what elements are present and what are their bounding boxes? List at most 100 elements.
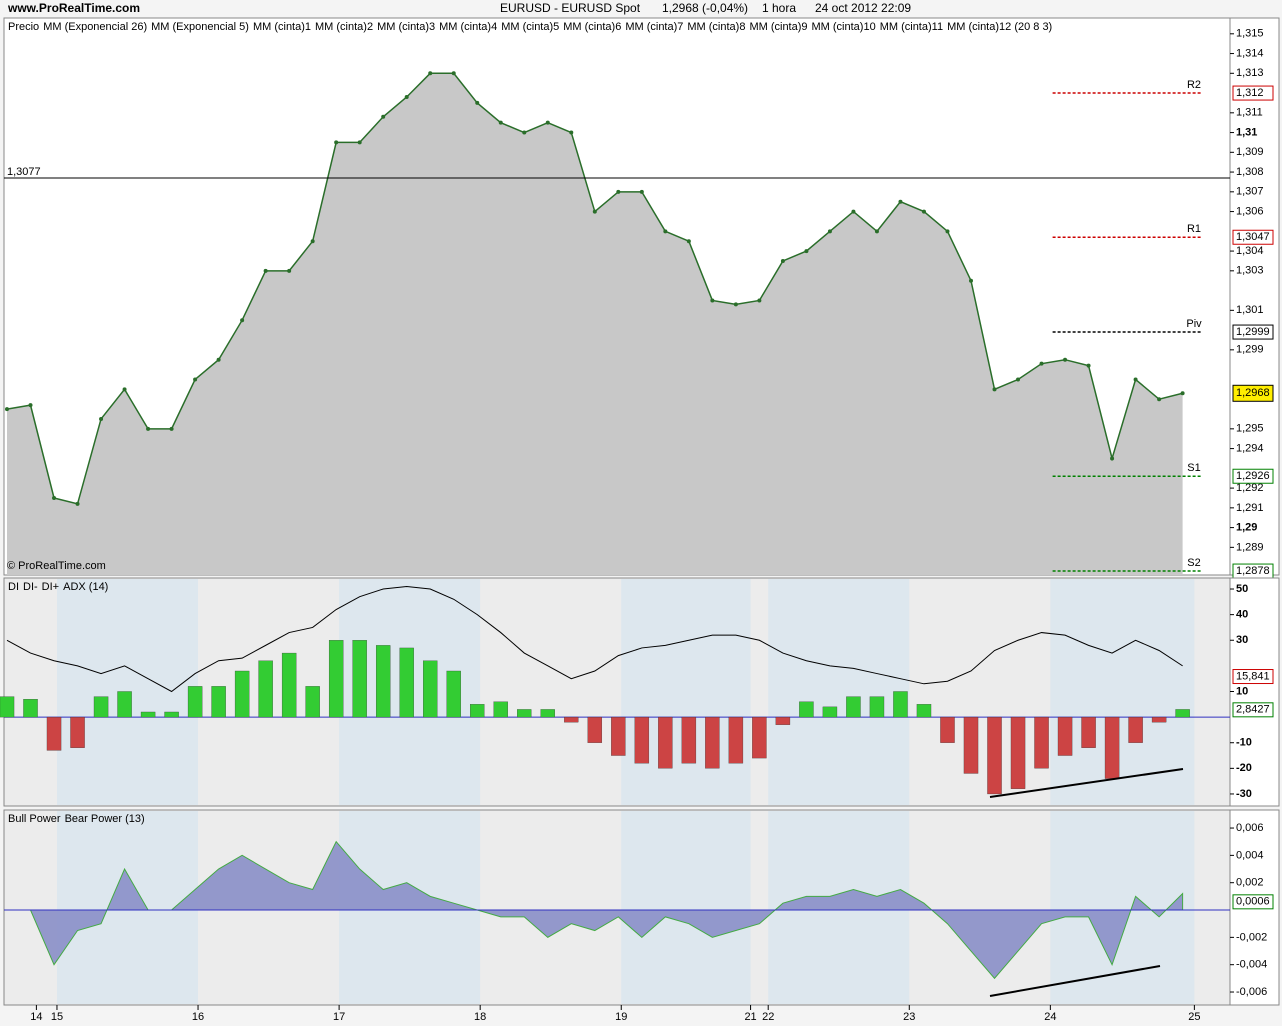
legend-item: MM (cinta)6 <box>563 21 621 33</box>
price-point <box>428 71 433 76</box>
price-point <box>710 298 715 303</box>
y-tick-label: 1,307 <box>1236 186 1264 198</box>
di-bar <box>540 709 555 718</box>
price-point <box>1133 377 1138 382</box>
legend-item: DI+ <box>42 581 59 593</box>
di-bar <box>117 691 132 718</box>
price-point <box>122 387 127 392</box>
price-point <box>75 501 80 506</box>
pivot-name: Piv <box>1186 318 1202 330</box>
price-point <box>1016 377 1021 382</box>
price-point <box>969 278 973 283</box>
price-point <box>1063 357 1068 362</box>
y-tick-label: -10 <box>1236 737 1252 749</box>
di-bar <box>375 645 391 718</box>
price-point <box>334 140 339 145</box>
x-tick-label: 14 <box>30 1011 42 1023</box>
legend-item: Bull Power <box>8 813 61 825</box>
price-point <box>1086 363 1091 368</box>
price-point <box>545 120 550 125</box>
di-bar <box>963 716 979 774</box>
y-tick-label: 1,311 <box>1236 107 1263 119</box>
di-bar <box>328 640 344 718</box>
period: 1 hora <box>762 1 796 15</box>
y-tick-label: 1,304 <box>1236 245 1264 257</box>
di-bar <box>916 704 932 718</box>
y-tick-label: 1,301 <box>1236 304 1264 316</box>
price-point <box>733 302 738 307</box>
site: www.ProRealTime.com <box>7 1 140 15</box>
value-badge <box>1232 702 1274 718</box>
price-point <box>874 229 879 234</box>
legend-item: MM (cinta)12 (20 8 3) <box>947 21 1052 33</box>
y-tick-label: 30 <box>1236 634 1248 646</box>
axis-area <box>1229 577 1280 807</box>
y-tick-label: 0,004 <box>1236 849 1264 861</box>
pivot-badge <box>1232 229 1274 245</box>
di-bar <box>799 701 814 718</box>
price-point <box>146 426 151 431</box>
di-bar <box>470 704 485 718</box>
pivot-name: S2 <box>1187 557 1200 569</box>
value-badge-label: 0,0006 <box>1236 896 1270 908</box>
price-point <box>921 209 926 214</box>
y-tick-label: -0,004 <box>1236 959 1267 971</box>
di-bar <box>211 686 226 718</box>
y-tick-label: 1,31 <box>1236 126 1257 138</box>
di-bar <box>399 647 414 718</box>
price-point <box>569 130 574 135</box>
price-point <box>851 209 856 214</box>
price-point <box>287 268 292 273</box>
di-bar <box>258 660 273 718</box>
current-badge <box>1232 384 1274 402</box>
legend-item: DI <box>8 581 19 593</box>
reference-label: 1,3077 <box>7 166 41 178</box>
y-tick-label: -0,002 <box>1236 931 1267 943</box>
legend-item: MM (cinta)11 <box>880 21 943 33</box>
price-point <box>757 298 762 303</box>
di-bar <box>234 670 250 718</box>
legend-item: MM (Exponencial 26) <box>43 21 147 33</box>
legend-item: MM (cinta)10 <box>812 21 876 33</box>
di-bar <box>281 652 297 718</box>
instrument: EURUSD - EURUSD Spot <box>500 1 641 15</box>
di-bar <box>940 716 955 743</box>
di-bar <box>305 686 320 718</box>
pivot-badge <box>1232 324 1274 340</box>
price-point <box>522 130 527 135</box>
di-bar <box>0 696 15 718</box>
price-point <box>1180 391 1185 396</box>
y-tick-label: 50 <box>1236 583 1248 595</box>
y-tick-label: 1,292 <box>1236 482 1264 494</box>
price-point <box>639 189 644 194</box>
price-area <box>7 73 1183 575</box>
y-tick-label: 1,308 <box>1236 166 1264 178</box>
price-point <box>193 377 198 382</box>
y-tick-label: 1,294 <box>1236 442 1264 454</box>
y-tick-label: 1,29 <box>1236 522 1257 534</box>
price-point <box>240 318 245 323</box>
legend-item: Precio <box>8 21 39 33</box>
pivot-name: S1 <box>1187 462 1200 474</box>
legend-item: MM (cinta)4 <box>439 21 497 33</box>
price-point <box>898 199 903 204</box>
price-point <box>592 209 597 214</box>
di-bar <box>587 716 603 743</box>
price-point <box>381 114 386 119</box>
di-bar <box>611 716 626 756</box>
y-tick-label: 1,299 <box>1236 344 1264 356</box>
legend-item: MM (cinta)8 <box>687 21 745 33</box>
di-bar <box>1128 716 1143 743</box>
di-bar <box>23 699 38 718</box>
y-tick-label: -20 <box>1236 762 1252 774</box>
price-point <box>804 249 809 254</box>
divergence-line <box>989 768 1184 798</box>
x-tick-label: 18 <box>474 1011 486 1023</box>
x-tick-label: 22 <box>762 1011 774 1023</box>
value-badge-label: 2,8427 <box>1236 704 1270 716</box>
di-bar <box>681 716 697 764</box>
price-point <box>404 95 409 100</box>
y-tick-label: 10 <box>1236 685 1248 697</box>
y-tick-label: 1,309 <box>1236 146 1264 158</box>
price: 1,2968 (-0,04%) <box>662 1 748 15</box>
